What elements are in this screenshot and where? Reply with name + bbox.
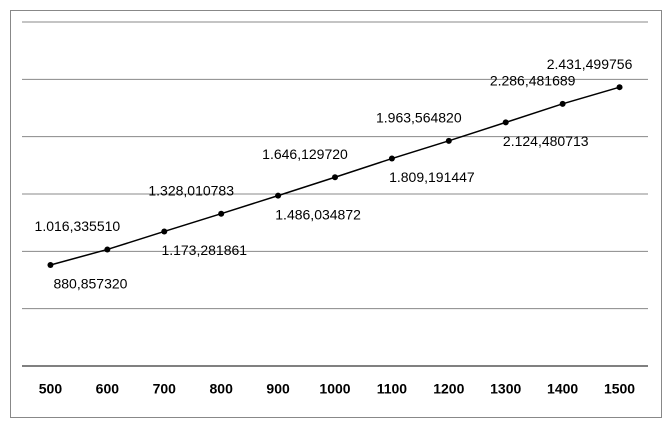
- data-label: 1.328,010783: [148, 182, 234, 198]
- x-tick-label: 600: [96, 381, 120, 397]
- x-tick-label: 500: [39, 381, 63, 397]
- data-label: 1.646,129720: [262, 146, 348, 162]
- x-tick-label: 1000: [319, 381, 350, 397]
- point: [388, 155, 395, 162]
- x-tick-label: 900: [266, 381, 290, 397]
- data-label: 1.963,564820: [376, 110, 462, 126]
- data-label: 2.431,499756: [547, 56, 633, 72]
- point: [445, 137, 452, 144]
- x-tick-label: 700: [153, 381, 177, 397]
- data-label: 1.486,034872: [275, 206, 361, 222]
- x-tick-label: 1300: [490, 381, 521, 397]
- x-tick-label: 800: [210, 381, 234, 397]
- x-tick-label: 1200: [433, 381, 464, 397]
- data-label: 1.016,335510: [35, 218, 121, 234]
- chart-frame: [10, 10, 662, 418]
- data-label: 1.173,281861: [161, 242, 247, 258]
- data-label: 2.124,480713: [503, 133, 589, 149]
- x-tick-label: 1100: [377, 381, 408, 397]
- point: [502, 119, 509, 126]
- data-label: 1.809,191447: [389, 169, 475, 185]
- point: [559, 100, 566, 107]
- point: [616, 84, 623, 91]
- point: [47, 261, 54, 268]
- point: [275, 192, 282, 199]
- point: [161, 228, 168, 235]
- data-label: 2.286,481689: [490, 73, 576, 89]
- point: [332, 174, 338, 181]
- x-tick-label: 1500: [604, 381, 635, 397]
- x-tick-label: 1400: [547, 381, 578, 397]
- data-label: 880,857320: [53, 276, 127, 292]
- point: [104, 246, 111, 253]
- point: [218, 210, 225, 217]
